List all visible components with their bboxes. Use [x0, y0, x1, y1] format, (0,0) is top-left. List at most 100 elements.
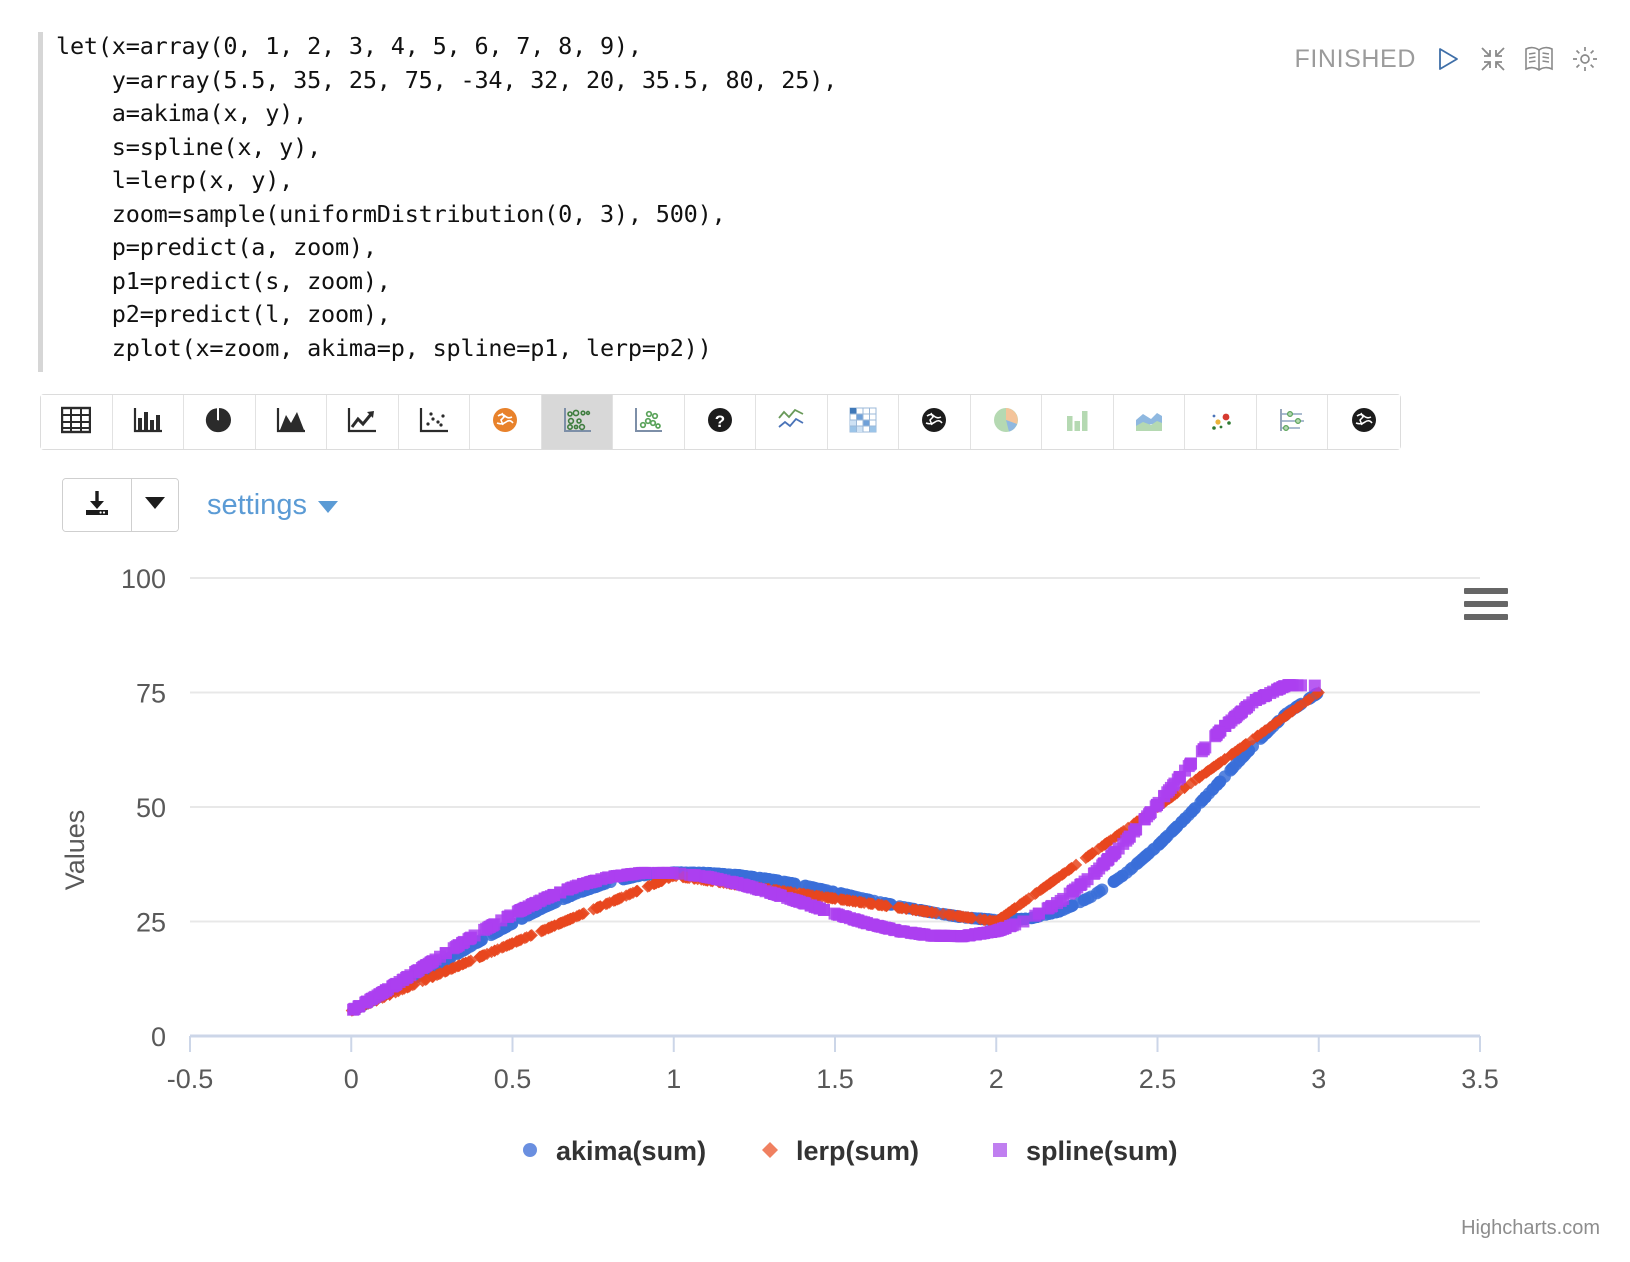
data-point	[561, 914, 574, 927]
data-point	[1184, 758, 1197, 771]
export-dropdown-toggle[interactable]	[132, 479, 178, 531]
data-point	[1249, 693, 1262, 706]
chart-context-menu-button[interactable]	[1464, 588, 1508, 622]
gear-icon[interactable]	[1570, 44, 1600, 74]
viz-button-bubble-colored[interactable]	[1185, 395, 1257, 449]
data-point	[1133, 854, 1147, 868]
data-point	[999, 921, 1012, 934]
legend-label: lerp(sum)	[796, 1136, 919, 1166]
viz-button-help[interactable]: ?	[684, 395, 756, 449]
viz-button-map-globe[interactable]	[470, 395, 542, 449]
xtick-label: 0	[344, 1064, 359, 1094]
export-button-group[interactable]	[62, 478, 179, 532]
data-point	[1295, 679, 1308, 692]
globe-dark-icon	[920, 406, 948, 439]
data-point	[1022, 892, 1035, 905]
data-point	[1098, 838, 1111, 851]
data-point	[547, 889, 560, 902]
series-akima(sum)	[348, 687, 1324, 1016]
viz-button-bubble-chart[interactable]	[541, 395, 613, 449]
legend-item-lerp(sum)[interactable]: lerp(sum)	[762, 1136, 919, 1166]
chart-legend[interactable]: akima(sum) lerp(sum) spline(sum)	[523, 1136, 1178, 1166]
xtick-label: 1	[666, 1064, 681, 1094]
data-point	[973, 927, 986, 940]
visualization-type-toolbar[interactable]: ?	[40, 394, 1401, 450]
data-point	[995, 911, 1008, 925]
data-point	[602, 871, 615, 884]
data-point	[447, 942, 460, 955]
menu-bar-2	[1464, 601, 1508, 607]
settings-dropdown[interactable]: settings	[207, 489, 339, 522]
data-point	[613, 892, 627, 905]
data-point	[764, 886, 777, 899]
data-point	[896, 925, 909, 938]
data-point	[619, 889, 633, 902]
data-point	[420, 959, 433, 972]
viz-button-area-chart[interactable]	[255, 395, 327, 449]
data-point	[798, 897, 811, 910]
legend-item-akima(sum)[interactable]: akima(sum)	[523, 1136, 706, 1166]
chart-credits[interactable]: Highcharts.com	[1461, 1217, 1600, 1239]
collapse-icon[interactable]	[1478, 44, 1508, 74]
data-point	[862, 897, 875, 910]
run-icon[interactable]	[1432, 44, 1462, 74]
data-point	[1034, 883, 1047, 897]
viz-button-multi-line-chart[interactable]	[756, 395, 828, 449]
data-point	[478, 923, 491, 936]
book-icon[interactable]	[1524, 44, 1554, 74]
code-cell[interactable]: let(x=array(0, 1, 2, 3, 4, 5, 6, 7, 8, 9…	[38, 30, 1558, 375]
data-point	[1168, 788, 1182, 801]
scatter-green-icon	[633, 406, 663, 439]
svg-text:?: ?	[715, 412, 725, 431]
data-point	[983, 914, 996, 927]
data-point	[1075, 878, 1088, 891]
viz-button-pie-colored[interactable]	[970, 395, 1042, 449]
viz-button-globe-last[interactable]	[1328, 395, 1400, 449]
data-point	[446, 962, 459, 975]
grid-heatmap-icon	[848, 406, 878, 439]
data-point	[1195, 769, 1209, 782]
globe-orange-icon	[490, 405, 520, 440]
viz-button-pie-chart[interactable]	[184, 395, 256, 449]
data-point	[1168, 822, 1182, 835]
data-point	[375, 987, 388, 1000]
viz-button-scatter-green[interactable]	[613, 395, 685, 449]
viz-button-dot-plot[interactable]	[1256, 395, 1328, 449]
line-chart-icon	[347, 406, 377, 439]
legend-item-spline(sum)[interactable]: spline(sum)	[993, 1136, 1178, 1166]
viz-button-stacked-area[interactable]	[1113, 395, 1185, 449]
data-point	[1033, 907, 1046, 920]
data-point	[1120, 866, 1133, 879]
data-point	[655, 874, 668, 888]
data-point	[1109, 846, 1122, 859]
download-button[interactable]	[63, 479, 132, 531]
data-point	[475, 949, 489, 963]
globe-dark2-icon	[1350, 406, 1378, 439]
data-point	[651, 866, 664, 879]
legend-marker	[762, 1142, 778, 1158]
ytick-label: 100	[121, 564, 166, 594]
code-gutter	[38, 32, 43, 372]
viz-button-column-chart[interactable]	[1042, 395, 1114, 449]
data-point	[535, 925, 548, 938]
settings-label: settings	[207, 488, 307, 521]
viz-button-heatmap-grid[interactable]	[827, 395, 899, 449]
data-point	[1058, 866, 1071, 880]
viz-button-globe-dark[interactable]	[899, 395, 971, 449]
viz-button-table-chart[interactable]	[41, 395, 113, 449]
area-chart-icon	[276, 406, 306, 439]
data-point	[880, 899, 893, 913]
ytick-label: 0	[151, 1022, 166, 1052]
ytick-label: 50	[136, 793, 166, 823]
chart-xaxis-labels: -0.5 0 0.5 1 1.5 2 2.5 3 3.5	[167, 1064, 1499, 1094]
viz-button-line-chart[interactable]	[327, 395, 399, 449]
data-point	[1142, 846, 1156, 860]
data-point	[743, 880, 756, 893]
viz-button-scatter-chart[interactable]	[398, 395, 470, 449]
data-point	[955, 930, 968, 943]
data-point	[1198, 791, 1212, 804]
data-point	[518, 931, 532, 945]
data-point	[583, 876, 596, 889]
viz-button-bar-chart[interactable]	[112, 395, 184, 449]
code-editor-text[interactable]: let(x=array(0, 1, 2, 3, 4, 5, 6, 7, 8, 9…	[56, 32, 838, 362]
